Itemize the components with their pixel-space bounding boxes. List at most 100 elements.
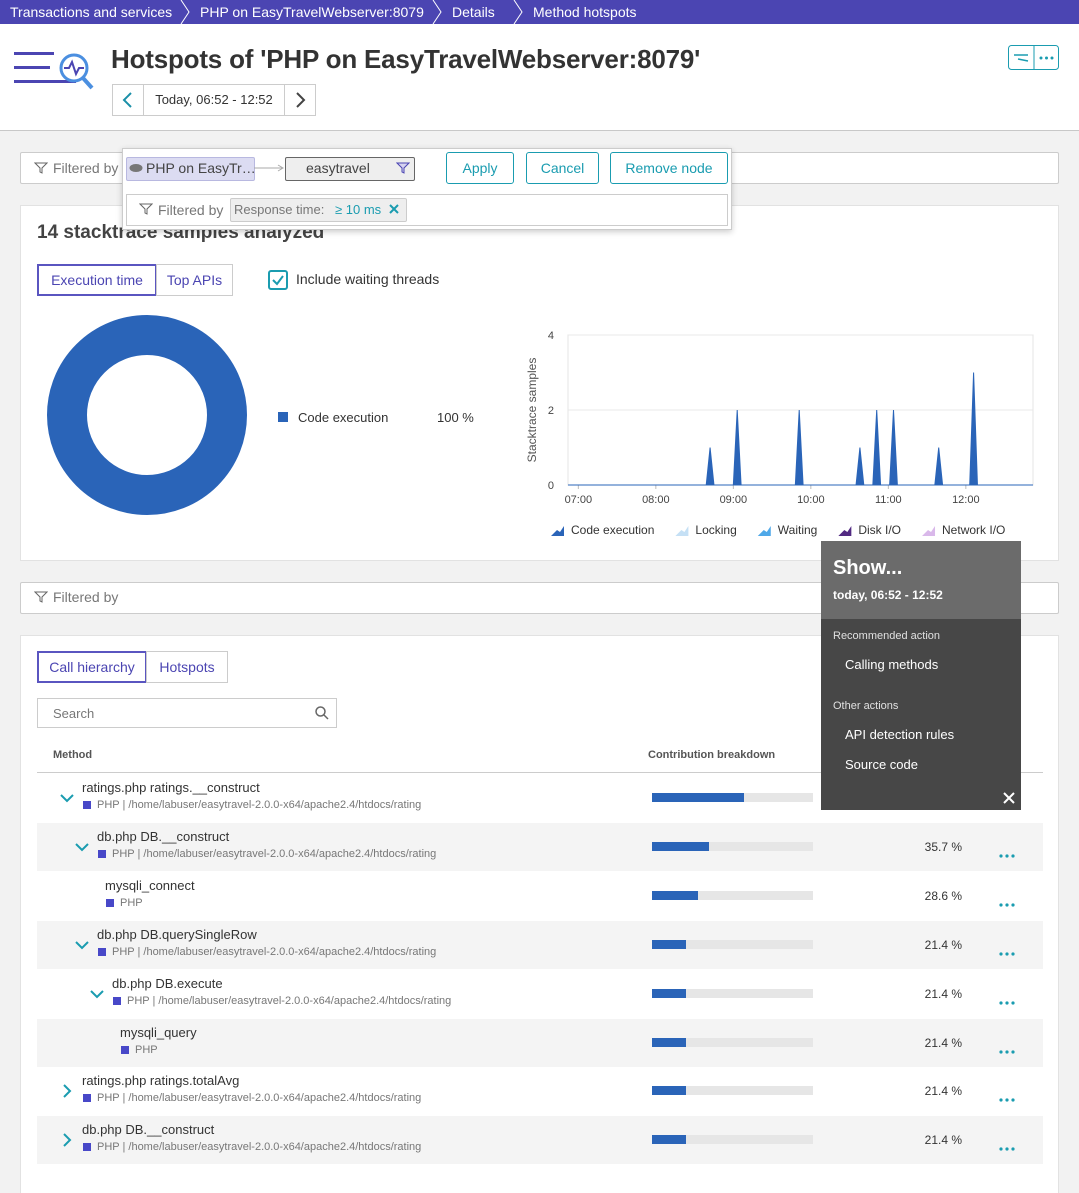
remove-chip[interactable] [388, 203, 400, 215]
tab[interactable]: Call hierarchy [37, 651, 147, 683]
expand-toggle[interactable] [59, 1083, 75, 1099]
remove-node-button[interactable]: Remove node [610, 152, 728, 184]
legend-label: Network I/O [942, 523, 1005, 537]
checkbox[interactable] [268, 270, 288, 290]
x-tick-label: 12:00 [952, 494, 980, 506]
filter-icon [34, 162, 48, 174]
dots [999, 1000, 1015, 1005]
bar-track [652, 1135, 813, 1145]
tech-swatch [98, 849, 106, 858]
header-actions[interactable] [1008, 45, 1060, 71]
expand-toggle[interactable] [59, 790, 75, 806]
expand-toggle[interactable] [59, 1132, 75, 1148]
contribution-bar [652, 1037, 687, 1047]
row-background [37, 1116, 1043, 1165]
area [568, 372, 1033, 486]
filter-label: Filtered by [53, 160, 119, 176]
method-name: ratings.php ratings.totalAvg [82, 1073, 240, 1089]
search-icon [315, 706, 329, 720]
method-source: PHP | /home/labuser/easytravel-2.0.0-x64… [97, 1092, 422, 1105]
tab[interactable]: Execution time [37, 264, 157, 296]
row-actions[interactable] [999, 845, 1015, 858]
header-line [37, 772, 1043, 773]
filter-label: Filtered by [53, 589, 119, 605]
y-tick-label: 0 [548, 480, 554, 492]
contribution-bar [652, 1135, 687, 1145]
menu-subtitle: today, 06:52 - 12:52 [833, 588, 943, 602]
search-placeholder: Search [53, 706, 95, 721]
row-actions[interactable] [999, 1041, 1015, 1054]
dots [999, 1049, 1015, 1054]
menu-header [821, 541, 1021, 619]
x-tick-label: 10:00 [797, 494, 825, 506]
checkbox-label[interactable]: Include waiting threads [296, 271, 440, 287]
row-actions[interactable] [999, 992, 1015, 1005]
response-chip[interactable] [230, 198, 407, 222]
legend-label: Waiting [778, 523, 818, 537]
contribution-label: 21.4 % [924, 1133, 962, 1148]
legend-icon [675, 526, 689, 536]
bar-track [652, 988, 813, 998]
menu-item[interactable]: API detection rules [845, 727, 955, 742]
legend-label: Code execution [298, 410, 388, 425]
tech-swatch [83, 801, 91, 809]
contribution-label: 21.4 % [924, 937, 962, 952]
close-button[interactable] [1003, 792, 1015, 804]
method-name: mysqli_query [120, 1024, 197, 1040]
tab[interactable]: Top APIs [156, 264, 233, 296]
response-filter-name: Response time: [234, 202, 325, 217]
node-chip[interactable] [285, 157, 415, 181]
breadcrumb-separators [180, 0, 523, 24]
hotspot-icon [14, 52, 94, 90]
context-menu [821, 619, 1021, 810]
dots [999, 1098, 1015, 1102]
contribution-bar [652, 890, 699, 900]
apply-button[interactable]: Apply [446, 152, 514, 184]
service-chip[interactable] [126, 157, 255, 181]
method-source: PHP | /home/labuser/easytravel-2.0.0-x64… [127, 994, 452, 1007]
response-filter-value: ≥ 10 ms [335, 202, 382, 217]
row-actions[interactable] [999, 943, 1015, 956]
contribution-bar [652, 1086, 687, 1096]
value-label: 100 % [437, 410, 474, 425]
expand-toggle[interactable] [89, 986, 105, 1002]
menu-heading: Other actions [833, 700, 899, 712]
filter-icon [139, 203, 153, 215]
y-tick-label: 4 [548, 330, 554, 342]
tab[interactable]: Hotspots [146, 651, 228, 683]
y-axis-label: Stacktrace samples [525, 358, 539, 463]
cancel-button[interactable]: Cancel [526, 152, 599, 184]
sub-filter-bar[interactable] [126, 194, 728, 226]
contribution-label: 21.4 % [924, 986, 962, 1001]
previous-button[interactable] [113, 85, 143, 115]
row-actions[interactable] [999, 1138, 1015, 1151]
divider [284, 84, 285, 116]
bar-track [652, 939, 813, 949]
tech-swatch [83, 1143, 91, 1152]
expand-toggle[interactable] [74, 839, 90, 855]
menu-item[interactable]: Source code [845, 757, 918, 772]
legend-icon [838, 526, 852, 536]
pie-slice [47, 315, 247, 515]
method-source: PHP | /home/labuser/easytravel-2.0.0-x64… [97, 799, 422, 811]
breadcrumb[interactable]: Details [452, 4, 495, 20]
expand-toggle[interactable] [74, 937, 90, 953]
timeframe-selector [112, 84, 316, 116]
row-actions[interactable] [999, 894, 1015, 907]
search-box[interactable] [37, 698, 337, 728]
breadcrumb[interactable]: PHP on EasyTravelWebserver:8079 [200, 4, 424, 20]
row-actions[interactable] [999, 1089, 1015, 1102]
timeframe[interactable]: Today, 06:52 - 12:52 [155, 92, 273, 107]
column-header: Method [53, 749, 93, 761]
next-button[interactable] [285, 85, 315, 115]
breadcrumb[interactable]: Method hotspots [533, 4, 637, 20]
tech-swatch [113, 996, 121, 1005]
row-background [37, 822, 1043, 871]
breadcrumb[interactable]: Transactions and services [10, 4, 173, 20]
menu-heading: Recommended action [833, 630, 941, 642]
dots [999, 903, 1015, 907]
menu-item[interactable]: Calling methods [845, 657, 939, 672]
method-source: PHP | /home/labuser/easytravel-2.0.0-x64… [112, 945, 437, 958]
php-icon [129, 164, 143, 172]
